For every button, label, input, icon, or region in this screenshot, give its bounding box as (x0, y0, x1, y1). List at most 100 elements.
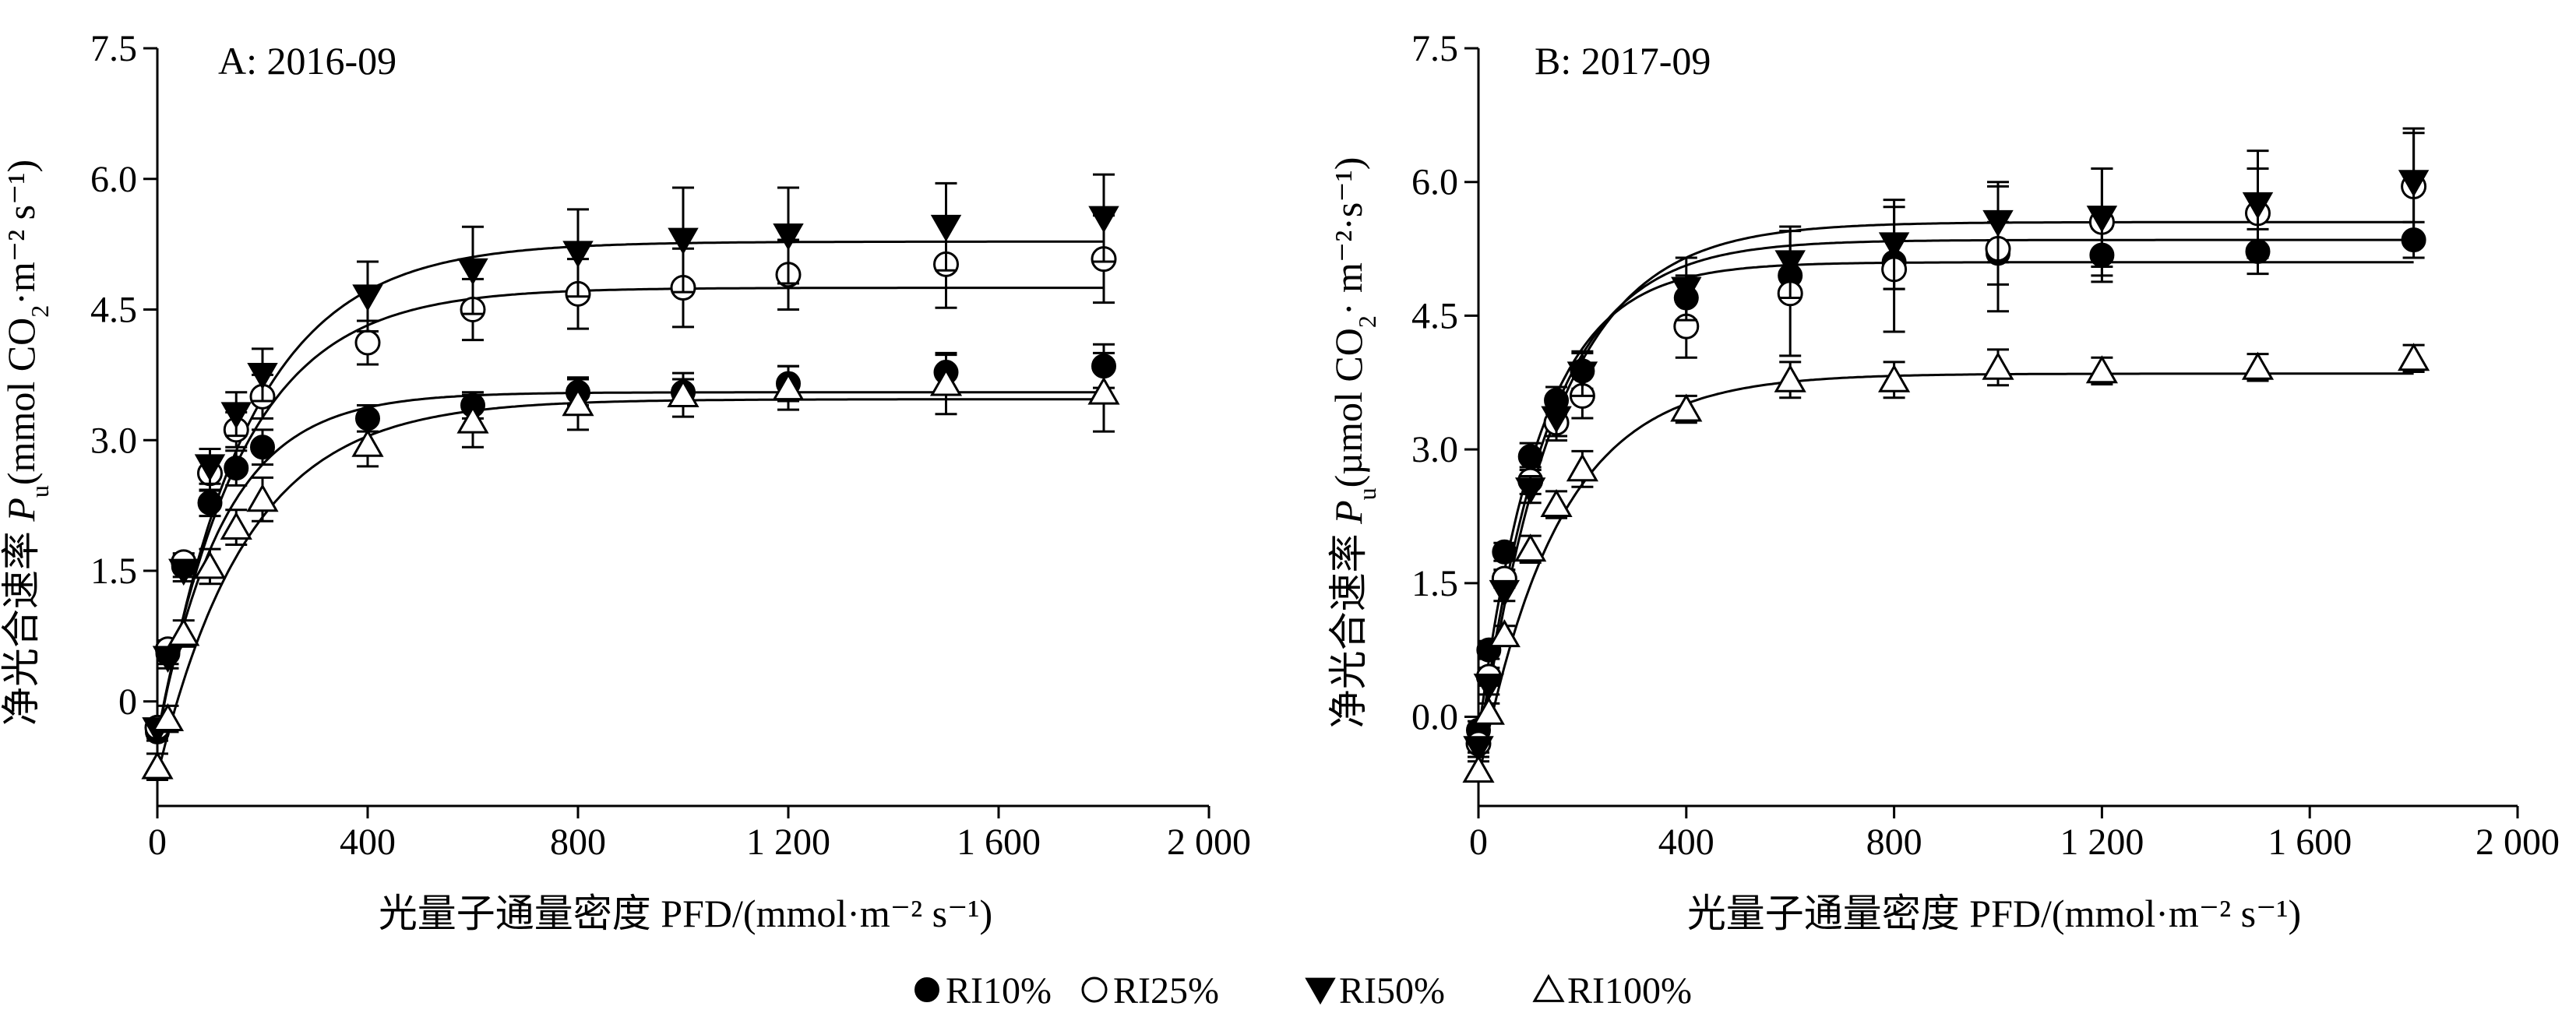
data-point-ri50pct (220, 402, 252, 429)
data-point-ri50pct (1566, 361, 1598, 389)
y-tick-label: 0 (118, 681, 137, 723)
data-point-ri100pct (1087, 376, 1120, 405)
chart-panel-a: 0 1.5 3.0 4.5 6.0 7.5 0 400 800 1 200 1 600 2 000 A:… (0, 28, 1251, 935)
data-point-ri100pct (1982, 351, 2014, 380)
data-point-ri50pct (773, 223, 804, 251)
y-axis-title-part: 净光合速率 (0, 522, 43, 727)
y-tick-label: 6.0 (90, 159, 137, 200)
data-point-ri50pct (2398, 170, 2430, 197)
data-point-ri100pct (2241, 351, 2275, 380)
data-point-ri100pct (1540, 488, 1573, 517)
data-point-ri50pct (1878, 232, 1910, 259)
y-tick-label: 1.5 (1411, 563, 1458, 604)
data-point-ri100pct (193, 551, 227, 579)
y-axis-title-part: u (1353, 487, 1381, 500)
fit-curve-ri10pct (156, 391, 1104, 737)
x-tick-label: 800 (1866, 822, 1922, 863)
x-tick-label: 400 (1658, 822, 1714, 863)
y-axis-title-part: (mmol CO (0, 318, 43, 485)
x-tick-label: 400 (340, 822, 396, 863)
data-point-ri100pct (1566, 453, 1598, 482)
y-tick-label: 4.5 (90, 290, 137, 331)
legend-label: RI50% (1339, 970, 1445, 1012)
legend-marker-ri25pct (1081, 976, 1108, 1003)
panel-label: A: 2016-09 (218, 39, 396, 83)
data-point-ri100pct (1878, 364, 1911, 392)
data-point-ri100pct (929, 368, 963, 396)
data-point-ri50pct (2242, 192, 2274, 220)
chart-panel-b: 0.0 1.5 3.0 4.5 6.0 7.5 0 400 800 1 200 1 600 2 000… (1327, 28, 2560, 935)
y-axis-title-part: P (0, 498, 43, 523)
y-tick-label: 3.0 (90, 420, 137, 461)
data-point-ri10pct (197, 490, 223, 516)
data-point-ri50pct (2086, 206, 2118, 233)
data-point-ri100pct (151, 703, 185, 732)
y-tick-label: 6.0 (1411, 162, 1458, 203)
data-point-ri50pct (194, 454, 226, 481)
data-point-ri10pct (224, 456, 249, 481)
data-point-ri100pct (2085, 355, 2118, 384)
y-axis-title-part: 净光合速率 (1327, 524, 1370, 729)
data-point-ri50pct (1514, 477, 1546, 505)
data-point-ri50pct (930, 214, 962, 242)
x-tick-label: 800 (550, 822, 606, 863)
data-point-ri50pct (1671, 276, 1702, 304)
x-axis-title: 光量子通量密度 PFD/(mmol·m⁻² s⁻¹) (1687, 892, 2301, 935)
y-axis-title-part: 2 (26, 305, 54, 318)
data-point-ri50pct (1489, 579, 1521, 607)
y-axis-title-part: 2 (1353, 315, 1381, 328)
y-axis-title-part: (µmol CO (1327, 328, 1370, 487)
y-axis-title-part: ·m⁻² s⁻¹) (0, 160, 43, 305)
y-axis-title-part: P (1327, 500, 1370, 525)
data-point-ri100pct (1462, 755, 1495, 783)
y-tick-label: 4.5 (1411, 295, 1458, 336)
fit-curve-ri50pct (156, 240, 1104, 741)
y-tick-label: 0.0 (1411, 697, 1458, 738)
data-point-ri100pct (351, 428, 384, 457)
x-tick-label: 1 600 (957, 822, 1041, 863)
legend-marker-ri100pct (1532, 973, 1565, 1002)
data-point-ri100pct (1774, 364, 1806, 392)
fit-curve-ri10pct (1477, 261, 2414, 735)
y-axis-title: 净光合速率 Pu(mmol CO2·m⁻² s⁻¹) (0, 160, 54, 726)
data-point-ri50pct (668, 227, 699, 255)
fit-curve-ri100pct (156, 398, 1104, 776)
data-point-ri100pct (1488, 619, 1521, 648)
fit-curve-ri25pct (1477, 238, 2414, 753)
data-point-ri100pct (1670, 393, 1703, 422)
x-tick-label: 0 (148, 822, 167, 863)
y-tick-label: 3.0 (1411, 429, 1458, 470)
panel-label: B: 2017-09 (1535, 39, 1711, 83)
data-point-ri50pct (1541, 406, 1572, 434)
fit-curve-ri25pct (156, 287, 1104, 737)
data-point-ri50pct (1982, 209, 2014, 238)
x-tick-label: 2 000 (1167, 822, 1251, 863)
x-tick-label: 1 600 (2268, 822, 2352, 863)
y-axis-title-part: u (26, 485, 54, 498)
data-point-ri100pct (562, 388, 594, 417)
y-axis-title-part: · m⁻²·s⁻¹) (1327, 157, 1370, 316)
data-point-ri10pct (1517, 444, 1543, 470)
data-point-ri100pct (1472, 696, 1505, 725)
data-point-ri50pct (1774, 250, 1806, 277)
x-tick-label: 1 200 (2060, 822, 2144, 863)
data-point-ri100pct (246, 484, 279, 512)
data-point-ri100pct (167, 618, 200, 646)
data-point-ri100pct (456, 405, 489, 434)
y-tick-label: 1.5 (90, 551, 137, 592)
data-point-ri100pct (220, 511, 252, 540)
data-point-ri25pct (354, 329, 381, 356)
fit-curve-ri100pct (1477, 372, 2414, 779)
legend-label: RI25% (1113, 970, 1219, 1012)
legend: RI10% RI25% RI50% RI100% (914, 970, 1692, 1012)
data-point-ri50pct (562, 241, 594, 268)
data-point-ri50pct (352, 284, 383, 311)
x-tick-label: 1 200 (746, 822, 830, 863)
legend-label: RI100% (1567, 970, 1692, 1012)
data-point-ri100pct (667, 378, 700, 408)
data-point-ri50pct (1463, 736, 1494, 763)
data-point-ri100pct (1514, 533, 1547, 562)
data-point-ri100pct (772, 372, 805, 401)
fit-curve-ri50pct (1477, 220, 2414, 762)
y-tick-label: 7.5 (1411, 28, 1458, 69)
